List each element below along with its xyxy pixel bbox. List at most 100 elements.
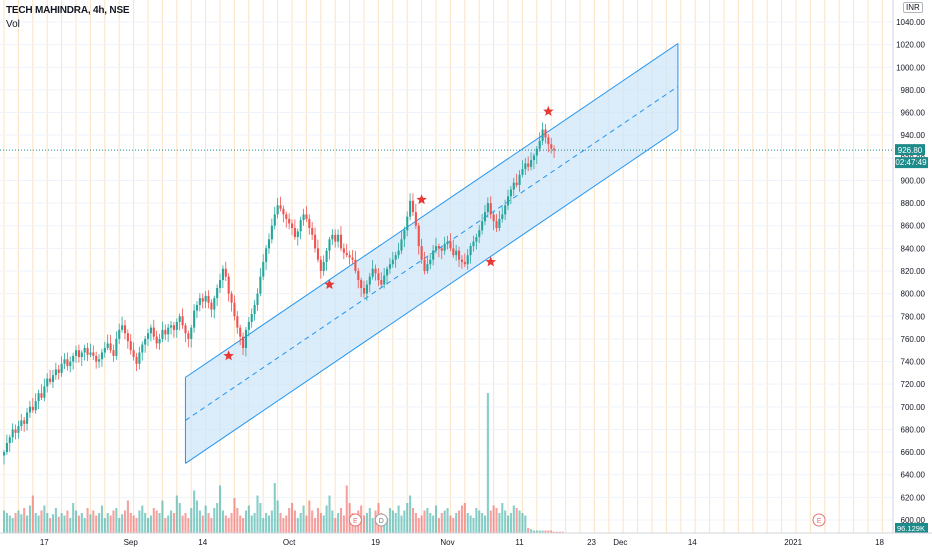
candle-body[interactable]	[158, 338, 161, 344]
candle-body[interactable]	[221, 268, 224, 281]
candle-body[interactable]	[253, 304, 256, 315]
candle-body[interactable]	[121, 325, 124, 330]
candle-body[interactable]	[242, 336, 245, 348]
candle-body[interactable]	[377, 273, 380, 281]
candle-body[interactable]	[351, 257, 354, 260]
candle-body[interactable]	[193, 310, 196, 328]
candle-body[interactable]	[239, 327, 242, 337]
candle-body[interactable]	[100, 352, 104, 360]
symbol-title[interactable]: TECH MAHINDRA, 4h, NSE	[6, 5, 130, 16]
candle-body[interactable]	[530, 160, 533, 167]
candle-body[interactable]	[550, 144, 553, 149]
candle-body[interactable]	[161, 329, 164, 339]
time-axis[interactable]: 17Sep14Oct19Nov1123Dec14202118Feb	[40, 538, 932, 547]
candle-body[interactable]	[267, 239, 271, 249]
price-axis[interactable]: 600.00 620.00 640.00 660.00 680.00 700.00 720.…	[895, 18, 928, 533]
candle-body[interactable]	[460, 259, 464, 262]
candle-body[interactable]	[345, 252, 348, 256]
candle-body[interactable]	[420, 246, 423, 260]
candle-body[interactable]	[213, 298, 216, 310]
candle-body[interactable]	[414, 212, 417, 226]
star-icon[interactable]	[324, 279, 335, 289]
candle-body[interactable]	[423, 259, 426, 271]
candle-body[interactable]	[463, 261, 466, 265]
candle-body[interactable]	[115, 338, 118, 356]
candle-body[interactable]	[305, 214, 308, 219]
candle-body[interactable]	[89, 352, 92, 355]
candle-body[interactable]	[170, 325, 173, 328]
candle-body[interactable]	[455, 250, 458, 256]
candle-body[interactable]	[291, 223, 294, 228]
candle-body[interactable]	[478, 230, 481, 238]
candle-body[interactable]	[5, 443, 8, 453]
candle-body[interactable]	[501, 214, 504, 219]
candle-body[interactable]	[397, 250, 400, 256]
candle-body[interactable]	[195, 304, 199, 311]
candle-body[interactable]	[149, 327, 152, 334]
candle-body[interactable]	[541, 129, 544, 141]
candle-body[interactable]	[527, 163, 530, 167]
candle-body[interactable]	[285, 214, 288, 219]
candle-body[interactable]	[553, 148, 556, 151]
candle-body[interactable]	[63, 359, 66, 364]
candle-body[interactable]	[69, 361, 72, 367]
candle-body[interactable]	[210, 302, 213, 310]
candle-body[interactable]	[75, 350, 78, 356]
candle-body[interactable]	[435, 246, 438, 251]
candle-body[interactable]	[411, 200, 415, 213]
candle-body[interactable]	[20, 420, 23, 427]
candle-body[interactable]	[273, 214, 276, 226]
candle-body[interactable]	[509, 189, 512, 197]
earnings-marker[interactable]	[812, 513, 826, 527]
candle-body[interactable]	[60, 363, 63, 373]
channel-mid-line[interactable]	[185, 86, 679, 421]
candle-body[interactable]	[406, 216, 409, 231]
candle-body[interactable]	[23, 420, 26, 424]
candle-body[interactable]	[535, 148, 538, 156]
candle-body[interactable]	[198, 298, 201, 305]
candle-body[interactable]	[512, 182, 515, 190]
candle-body[interactable]	[481, 221, 484, 231]
candle-body[interactable]	[521, 169, 524, 175]
candle-body[interactable]	[46, 378, 49, 387]
candle-body[interactable]	[11, 429, 14, 438]
star-icon[interactable]	[223, 350, 234, 361]
candle-body[interactable]	[187, 333, 190, 339]
candle-body[interactable]	[227, 276, 230, 294]
currency-label[interactable]: INR	[903, 2, 923, 13]
candle-body[interactable]	[452, 248, 455, 256]
candle-body[interactable]	[270, 225, 273, 240]
star-icon[interactable]	[485, 256, 497, 267]
candle-body[interactable]	[357, 271, 360, 281]
candle-body[interactable]	[299, 220, 302, 232]
candle-body[interactable]	[28, 406, 32, 413]
candle-body[interactable]	[354, 259, 357, 271]
candle-body[interactable]	[66, 359, 69, 367]
candle-body[interactable]	[95, 355, 98, 362]
star-icon[interactable]	[416, 194, 427, 205]
candle-body[interactable]	[524, 163, 527, 170]
candle-body[interactable]	[43, 386, 46, 398]
candle-body[interactable]	[282, 208, 285, 215]
star-markers[interactable]	[223, 105, 554, 361]
candle-body[interactable]	[532, 155, 536, 161]
candle-body[interactable]	[308, 218, 311, 228]
candle-body[interactable]	[138, 352, 141, 364]
candle-body[interactable]	[250, 314, 253, 322]
candle-body[interactable]	[224, 268, 227, 277]
candle-body[interactable]	[216, 287, 219, 299]
candle-body[interactable]	[293, 227, 296, 238]
star-icon[interactable]	[543, 105, 554, 116]
candle-body[interactable]	[37, 393, 40, 402]
parallel-channel[interactable]	[184, 43, 679, 464]
candle-body[interactable]	[26, 412, 29, 424]
candle-body[interactable]	[204, 295, 207, 302]
candle-body[interactable]	[51, 375, 55, 382]
candle-body[interactable]	[126, 333, 129, 342]
candle-body[interactable]	[17, 426, 20, 433]
candle-body[interactable]	[31, 406, 34, 411]
candle-body[interactable]	[233, 302, 236, 317]
candle-body[interactable]	[279, 205, 282, 209]
